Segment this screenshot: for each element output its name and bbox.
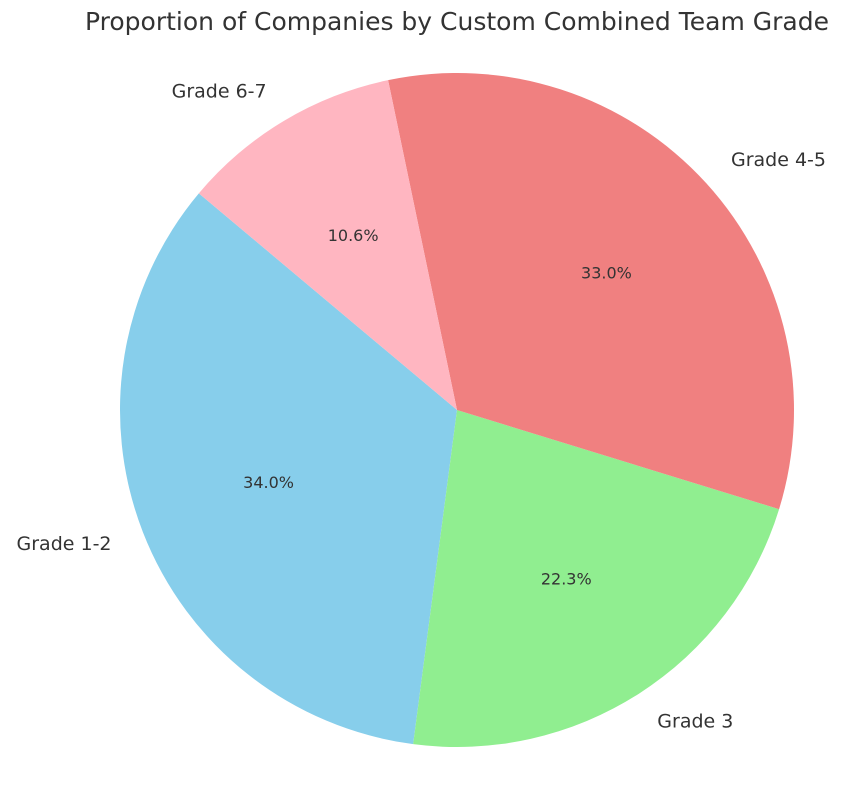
- percent-label: 10.6%: [328, 226, 379, 245]
- percent-label: 33.0%: [581, 263, 632, 282]
- percent-label: 22.3%: [541, 570, 592, 589]
- percent-label: 34.0%: [243, 473, 294, 492]
- pie-slice: [198, 80, 457, 411]
- slice-label: Grade 1-2: [17, 533, 112, 555]
- pie-slice: [413, 410, 780, 747]
- pie-slice: [120, 193, 457, 745]
- slice-label: Grade 4-5: [731, 149, 826, 171]
- slice-label: Grade 6-7: [172, 80, 267, 102]
- chart-title: Proportion of Companies by Custom Combin…: [85, 7, 829, 36]
- pie-slice: [388, 72, 795, 510]
- slice-label: Grade 3: [657, 710, 733, 732]
